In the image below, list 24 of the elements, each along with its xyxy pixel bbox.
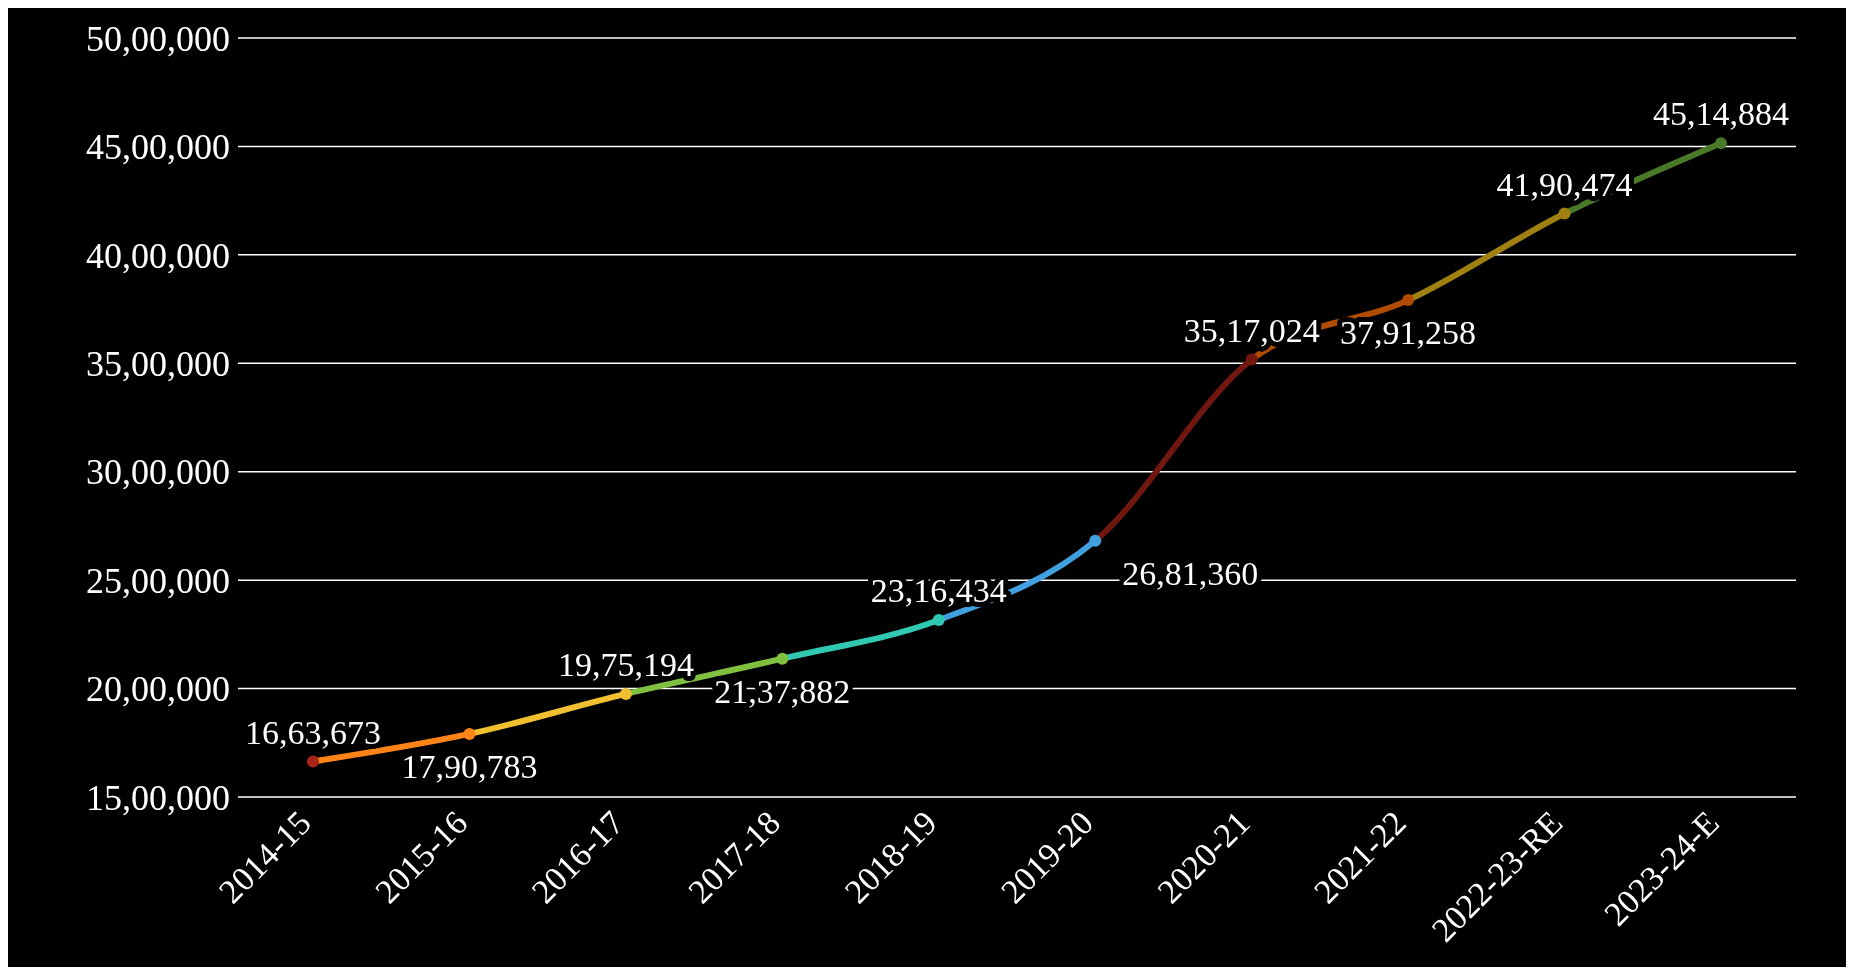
data-label: 17,90,783 [401, 747, 538, 785]
point [1558, 207, 1571, 220]
point [932, 613, 945, 626]
data-label: 45,14,884 [1653, 95, 1789, 133]
y-tick-label: 25,00,000 [86, 560, 230, 601]
point [776, 652, 789, 665]
data-label: 37,91,258 [1340, 314, 1477, 352]
point [1089, 534, 1102, 547]
data-label: 19,75,194 [557, 645, 694, 683]
point [619, 687, 632, 700]
data-label: 23,16,434 [870, 571, 1007, 609]
point [1402, 294, 1415, 307]
y-tick-label: 30,00,000 [86, 452, 230, 493]
point [463, 727, 476, 740]
y-tick-label: 40,00,000 [86, 235, 230, 276]
y-tick-label: 50,00,000 [86, 18, 230, 59]
y-tick-label: 20,00,000 [86, 669, 230, 710]
point [1245, 353, 1258, 366]
y-tick-label: 35,00,000 [86, 344, 230, 385]
point [1715, 137, 1727, 150]
y-tick-label: 45,00,000 [86, 127, 230, 168]
point [307, 755, 319, 768]
data-label: 41,90,474 [1496, 165, 1633, 203]
data-label: 16,63,673 [245, 713, 381, 751]
